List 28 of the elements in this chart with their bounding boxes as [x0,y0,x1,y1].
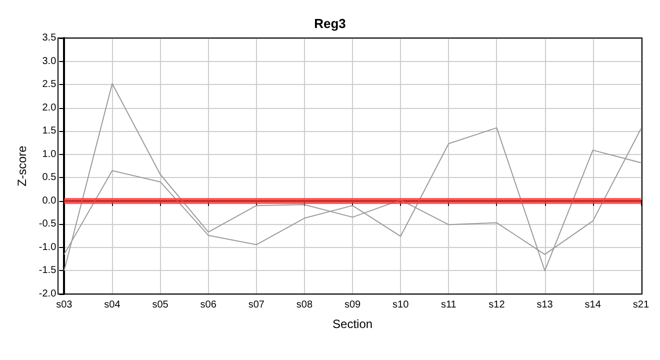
x-tick-label: s21 [632,300,650,310]
y-tick-label: 3.5 [42,32,57,44]
x-axis-title: Section [332,317,373,331]
y-tick-label: 2.5 [42,79,57,90]
x-tick-label: s13 [536,300,554,310]
x-tick-label: s08 [296,300,313,310]
y-tick-label: -0.5 [38,218,57,230]
x-tick-label: s06 [200,300,217,310]
x-tick-label: s04 [104,300,121,310]
y-tick-label: 1.5 [42,126,57,137]
y-tick-label: -1.0 [38,242,57,253]
y-tick-label: 3.0 [42,56,57,67]
x-tick-label: s14 [584,300,602,310]
y-tick-label: -1.5 [38,265,57,276]
y-tick-label: 0.5 [42,172,57,184]
y-tick-label: 2.0 [42,102,57,114]
x-tick-label: s12 [488,300,506,310]
y-tick-label: 1.0 [42,148,57,160]
x-tick-label: s07 [248,300,265,310]
x-tick-label: s10 [392,300,410,310]
x-tick-label: s09 [344,300,362,310]
x-tick-label: s05 [152,300,169,310]
y-tick-label: -2.0 [38,288,57,300]
y-axis-title: Z-score [15,145,29,186]
x-tick-label: s03 [56,300,73,310]
y-tick-label: 0.0 [42,195,57,206]
x-tick-label: s11 [440,300,457,310]
chart-title: Reg3 [314,16,346,31]
